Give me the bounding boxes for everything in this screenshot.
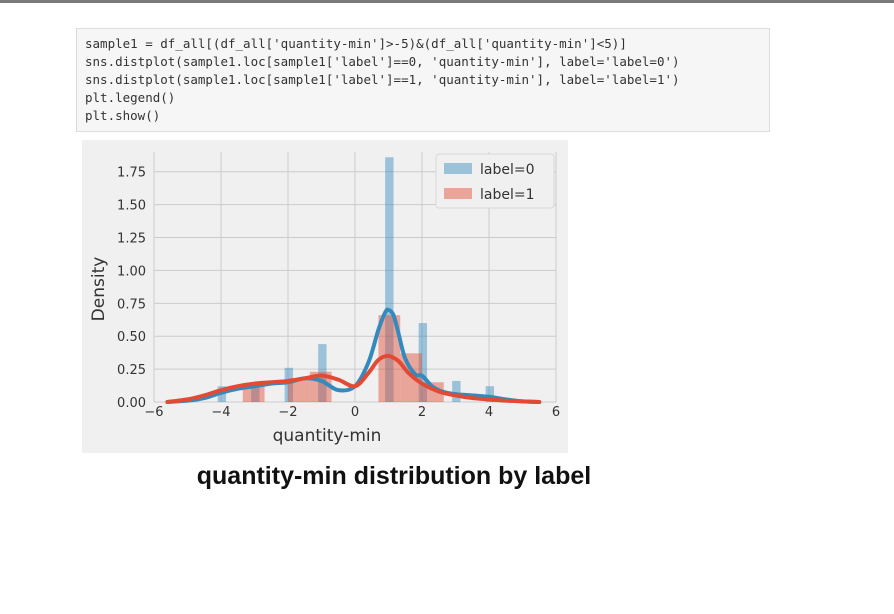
code-line-5: plt.show() [85, 108, 161, 123]
code-line-4: plt.legend() [85, 90, 176, 105]
y-tick-label: 1.75 [117, 166, 146, 181]
histogram-bar [318, 344, 327, 402]
histogram-bar [251, 383, 260, 402]
x-tick-label: −2 [278, 405, 297, 420]
x-tick-label: 6 [552, 405, 560, 420]
legend-swatch [444, 163, 472, 174]
y-tick-label: 1.50 [117, 199, 146, 214]
y-tick-label: 0.50 [117, 330, 146, 345]
y-tick-label: 1.25 [117, 232, 146, 247]
plot-output: −6 −4 −2 0 2 4 6 0.00 0.25 0.50 0.75 1.00 1.25 1.50 1.… [82, 140, 568, 453]
x-tick-label: −4 [211, 405, 230, 420]
kde-line-label=1 [165, 353, 542, 404]
top-divider [0, 0, 894, 3]
histogram-bar [288, 378, 310, 402]
x-axis-label: quantity-min [273, 426, 382, 446]
y-tick-label: 0.75 [117, 297, 146, 312]
y-tick-label: 0.25 [117, 363, 146, 378]
legend-entry: label=0 [480, 162, 535, 178]
histogram-bar [452, 380, 461, 402]
code-line-1: sample1 = df_all[(df_all['quantity-min']… [85, 36, 627, 51]
y-axis-label: Density [89, 257, 109, 322]
legend: label=0 label=1 [435, 153, 555, 209]
y-tick-label: 1.00 [117, 264, 146, 279]
code-line-2: sns.distplot(sample1.loc[sample1['label'… [85, 54, 680, 69]
y-tick-label: 0.00 [117, 396, 146, 411]
legend-box [435, 153, 555, 209]
slide-caption: quantity-min distribution by label [196, 462, 592, 490]
code-line-3: sns.distplot(sample1.loc[sample1['label'… [85, 72, 680, 87]
legend-swatch [444, 188, 472, 199]
legend-entry: label=1 [480, 187, 535, 203]
x-tick-label: 4 [485, 405, 493, 420]
distribution-chart: −6 −4 −2 0 2 4 6 0.00 0.25 0.50 0.75 1.00 1.25 1.50 1.… [89, 152, 560, 446]
histogram-bar [385, 157, 394, 402]
histogram-bar [418, 323, 428, 402]
x-tick-label: 0 [351, 405, 359, 420]
code-cell[interactable]: sample1 = df_all[(df_all['quantity-min']… [76, 28, 770, 132]
x-tick-label: 2 [418, 405, 426, 420]
histogram-bar [378, 315, 401, 402]
histogram-bar [485, 386, 495, 402]
histogram-bar [242, 386, 265, 402]
histogram-bar [284, 367, 294, 402]
x-tick-label: −6 [144, 405, 163, 420]
